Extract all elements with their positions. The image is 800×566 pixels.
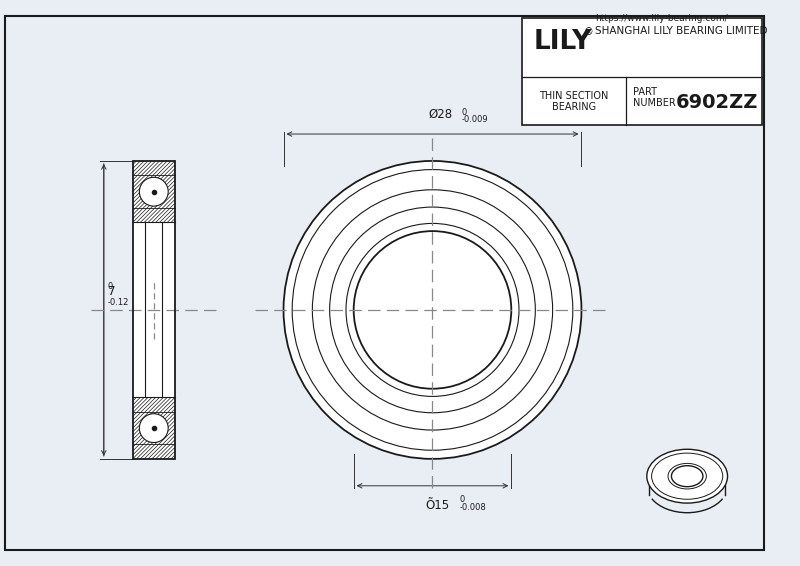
Text: 0: 0 — [108, 282, 113, 291]
Text: 7: 7 — [108, 285, 115, 298]
Ellipse shape — [647, 449, 727, 503]
Text: ®: ® — [583, 27, 593, 37]
Text: NUMBER: NUMBER — [634, 98, 676, 109]
Text: 6902ZZ: 6902ZZ — [676, 93, 758, 112]
Text: PART: PART — [634, 87, 658, 97]
Text: LILY: LILY — [534, 29, 592, 55]
Text: -0.009: -0.009 — [462, 115, 488, 125]
Text: Ø28: Ø28 — [428, 108, 452, 121]
Bar — [133, 161, 175, 459]
Text: Õ15: Õ15 — [426, 499, 450, 512]
Text: https://www.lily-bearing.com/: https://www.lily-bearing.com/ — [595, 14, 727, 23]
Text: -0.12: -0.12 — [108, 298, 129, 307]
Circle shape — [283, 161, 582, 459]
Circle shape — [139, 414, 168, 443]
Text: 0: 0 — [459, 495, 465, 504]
Ellipse shape — [668, 464, 706, 489]
Text: SHANGHAI LILY BEARING LIMITED: SHANGHAI LILY BEARING LIMITED — [595, 27, 767, 36]
Text: THIN SECTION: THIN SECTION — [539, 91, 609, 101]
Bar — [133, 161, 175, 459]
Bar — [522, 18, 762, 126]
Bar — [133, 397, 175, 459]
Bar — [133, 161, 175, 222]
Text: 0: 0 — [462, 108, 466, 117]
Circle shape — [139, 177, 168, 206]
Text: BEARING: BEARING — [552, 102, 596, 112]
Text: -0.008: -0.008 — [459, 503, 486, 512]
